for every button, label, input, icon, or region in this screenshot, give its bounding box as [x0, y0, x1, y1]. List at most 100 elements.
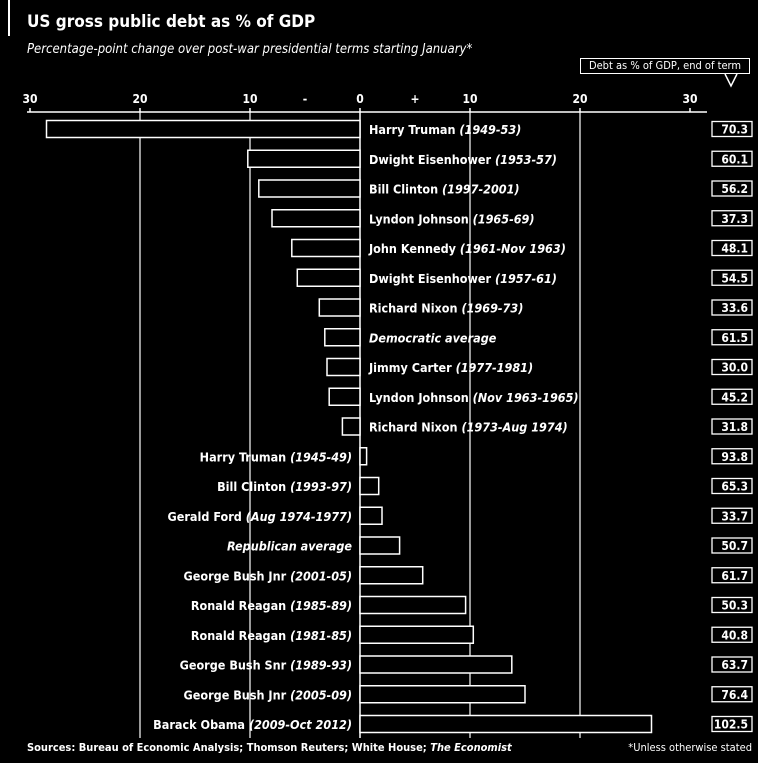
- bar-label: Barack Obama (2009-Oct 2012): [153, 717, 352, 732]
- end-of-term-value: 50.3: [721, 599, 748, 613]
- bar-label-term: (2005-09): [290, 687, 352, 702]
- end-of-term-value: 76.4: [721, 688, 748, 702]
- end-of-term-box: [711, 596, 753, 614]
- bar-label-name: Gerald Ford: [168, 509, 246, 524]
- bar-label: Gerald Ford (Aug 1974-1977): [168, 509, 352, 524]
- end-of-term-value: 61.7: [721, 569, 748, 583]
- end-of-term-box: [711, 418, 753, 435]
- bar-label: Dwight Eisenhower (1957-61): [369, 271, 557, 286]
- bar-label: George Bush Jnr (2005-09): [184, 687, 352, 702]
- bar-label-term: (1957-61): [495, 271, 557, 286]
- bar-label-term: (1949-53): [459, 122, 521, 137]
- bar-label: Bill Clinton (1997-2001): [369, 182, 520, 197]
- bar-label: Harry Truman (1945-49): [200, 449, 352, 464]
- end-of-term-box: [711, 269, 753, 286]
- bar: [318, 298, 361, 317]
- end-of-term-value: 37.3: [721, 212, 748, 226]
- end-of-term-value: 102.5: [714, 718, 748, 732]
- end-of-term-box: [711, 477, 753, 495]
- bar: [45, 119, 361, 139]
- bar-label-name: Republican average: [227, 539, 352, 554]
- end-of-term-box: [711, 626, 753, 643]
- bar: [296, 268, 361, 287]
- bar-label: George Bush Jnr (2001-05): [184, 568, 352, 583]
- end-of-term-value: 48.1: [721, 242, 748, 256]
- bar: [326, 357, 361, 377]
- end-of-term-box: [711, 299, 753, 316]
- bar: [359, 714, 653, 734]
- bar: [247, 149, 361, 168]
- legend-pointer: [724, 73, 738, 88]
- x-tick-label: +: [410, 92, 419, 106]
- x-tick-label: -: [303, 92, 307, 106]
- bar-label-term: (1985-89): [290, 598, 352, 613]
- end-of-term-value: 33.6: [721, 301, 748, 315]
- bar-label-term: (1977-1981): [456, 360, 534, 375]
- x-tick-label: 10: [462, 92, 477, 106]
- bar-label-term: (2001-05): [290, 568, 352, 583]
- end-of-term-box: [711, 507, 753, 524]
- end-of-term-value: 65.3: [721, 480, 748, 494]
- end-of-term-box: [711, 388, 753, 405]
- bar-label: Dwight Eisenhower (1953-57): [369, 152, 557, 167]
- bar-label-name: George Bush Snr: [180, 658, 291, 673]
- end-of-term-value: 33.7: [721, 509, 748, 523]
- end-of-term-box: [711, 150, 753, 167]
- end-of-term-value: 70.3: [721, 123, 748, 137]
- end-of-term-box: [711, 210, 753, 227]
- bar-label-name: Democratic average: [369, 330, 497, 345]
- end-of-term-value: 93.8: [721, 450, 748, 464]
- bar-label-name: John Kennedy: [368, 241, 460, 256]
- end-of-term-box: [711, 448, 753, 465]
- bar-label-term: (1953-57): [495, 152, 557, 167]
- bar-label-name: Harry Truman: [200, 449, 290, 464]
- bar-label-term: (Nov 1963-1965): [473, 390, 579, 405]
- chart-title: US gross public debt as % of GDP: [27, 12, 316, 32]
- chart-subtitle: Percentage-point change over post-war pr…: [27, 42, 473, 57]
- x-tick-label: 20: [572, 92, 587, 106]
- bar-label-name: George Bush Jnr: [184, 687, 291, 702]
- bar-label-term: (1993-97): [290, 479, 352, 494]
- end-of-term-value: 40.8: [721, 628, 748, 642]
- sources-italic: The Economist: [430, 741, 512, 754]
- bar: [359, 506, 383, 525]
- end-of-term-box: [711, 180, 753, 197]
- end-of-term-box: [711, 656, 753, 673]
- bar: [359, 685, 526, 704]
- end-of-term-box: [711, 686, 753, 703]
- bar: [324, 328, 361, 347]
- end-of-term-box: [711, 239, 753, 257]
- end-of-term-value: 56.2: [721, 182, 748, 196]
- bar-label: Republican average: [227, 539, 352, 554]
- bar-label: George Bush Snr (1989-93): [180, 658, 352, 673]
- bar-label-term: (1969-73): [461, 301, 523, 316]
- bar-label-name: Bill Clinton: [217, 479, 290, 494]
- bar: [359, 536, 401, 555]
- corner-rule: [0, 0, 10, 36]
- bar-label-term: (1945-49): [290, 449, 352, 464]
- footnote: *Unless otherwise stated: [628, 741, 752, 754]
- bar-label-term: (1997-2001): [442, 182, 520, 197]
- bar-label-name: Harry Truman: [369, 122, 459, 137]
- end-of-term-box: [711, 358, 753, 376]
- bar: [359, 655, 513, 674]
- sources-text: Sources: Bureau of Economic Analysis; Th…: [27, 741, 431, 754]
- bar-label-name: Richard Nixon: [369, 420, 461, 435]
- bar: [341, 417, 361, 436]
- end-of-term-box: [711, 120, 753, 138]
- x-tick-label: 0: [356, 92, 364, 106]
- bar: [271, 209, 361, 228]
- bar-label-name: Ronald Reagan: [191, 598, 290, 613]
- bar-label-term: (1981-85): [290, 628, 352, 643]
- end-of-term-box: [711, 567, 753, 584]
- bar-label-name: Dwight Eisenhower: [369, 271, 495, 286]
- x-tick-label: 30: [682, 92, 697, 106]
- bar-label: Richard Nixon (1973-Aug 1974): [369, 420, 568, 435]
- bar-label-name: Jimmy Carter: [368, 360, 456, 375]
- bar-label: Richard Nixon (1969-73): [369, 301, 523, 316]
- bar-label: Harry Truman (1949-53): [369, 122, 521, 137]
- bar-label-term: (1973-Aug 1974): [461, 420, 567, 435]
- bar: [359, 595, 467, 615]
- bar: [359, 447, 368, 466]
